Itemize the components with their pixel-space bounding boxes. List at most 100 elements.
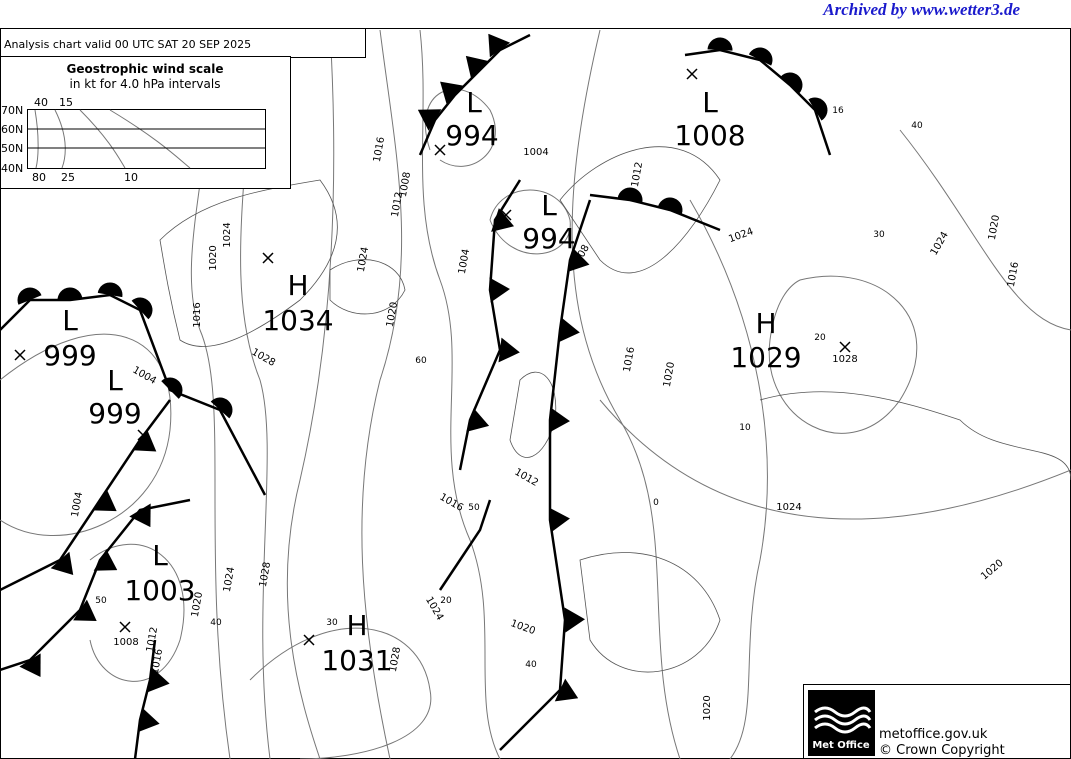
wind-scale-grid — [27, 109, 266, 169]
header-box — [0, 28, 366, 58]
latitude-label: 40N — [1, 162, 23, 175]
latitude-line-label: 50 — [95, 596, 107, 606]
cold-front — [417, 33, 531, 156]
centre-cross — [686, 68, 698, 80]
centre-value: 999 — [43, 339, 96, 372]
coastlines — [159, 146, 1071, 673]
isobar-label: 1016 — [372, 136, 387, 163]
header: Analysis chart valid 00 UTC SAT 20 SEP 2… — [4, 38, 251, 51]
latitude-line-label: 50 — [468, 503, 480, 513]
centre-cross — [137, 429, 149, 441]
fronts — [0, 33, 832, 759]
isobar-label: 1024 — [727, 226, 755, 245]
centre-cross — [119, 621, 131, 633]
isobar-label: 1020 — [987, 214, 1002, 241]
latitude-line-label: 20 — [440, 596, 452, 606]
isobar — [249, 627, 432, 759]
centre-type: L — [702, 86, 718, 119]
centre-cross — [14, 349, 26, 361]
isobar-label: 1016 — [1006, 261, 1021, 288]
isobar — [768, 275, 918, 434]
isobar — [419, 29, 501, 759]
isobar-label: 1024 — [222, 222, 233, 247]
isobar-label: 1024 — [929, 230, 951, 258]
scandinavia — [559, 146, 721, 274]
centre-cross — [500, 209, 512, 221]
isobar-label: 1016 — [437, 492, 465, 514]
site: metoffice.gov.uk — [879, 727, 988, 742]
isobar-label: 1028 — [258, 561, 273, 588]
centre-cross — [262, 252, 274, 264]
centre-value: 1031 — [321, 644, 392, 677]
centre-type: L — [152, 539, 168, 572]
isobar-label: 1020 — [208, 245, 219, 270]
latitude-line-label: 40 — [210, 618, 222, 628]
coast-europe — [759, 391, 1071, 481]
scale-bottom-tick: 25 — [61, 171, 75, 184]
wind-scale-curves — [34, 109, 191, 169]
warm-front — [684, 37, 832, 156]
isobar-label: 1016 — [622, 346, 637, 373]
isobar-label: 1020 — [662, 361, 677, 388]
centre-value: 1029 — [730, 341, 801, 374]
centre-cross — [434, 144, 446, 156]
latitude-label: 70N — [1, 104, 23, 117]
isobar-label: 1008 — [113, 637, 138, 648]
isobar-label: 1004 — [457, 248, 472, 275]
cold-front — [0, 498, 191, 678]
archive-note: Archived by www.wetter3.de — [822, 0, 1020, 19]
copyright: © Crown Copyright — [879, 743, 1005, 758]
latitude-line-label: 0 — [653, 498, 659, 508]
centre-value: 1003 — [124, 574, 195, 607]
isobar — [89, 543, 185, 682]
isobar-label: 1020 — [190, 591, 205, 618]
scale-bottom-tick: 80 — [32, 171, 46, 184]
isobar-label: 1012 — [512, 467, 540, 489]
isobar — [571, 29, 681, 759]
wind-scale-title: Geostrophic wind scale — [67, 62, 224, 76]
cold-front — [0, 399, 171, 592]
centre-type: H — [346, 609, 367, 642]
logo-text: Met Office — [812, 740, 870, 751]
isobar — [361, 29, 403, 759]
logo-waves — [814, 706, 872, 734]
isobar-label: 1016 — [192, 302, 203, 327]
isobar-label: 1020 — [979, 558, 1006, 583]
isobar — [599, 399, 1071, 520]
latitude-line-label: 40 — [911, 121, 923, 131]
latitude-line-label: 30 — [873, 230, 885, 240]
centre-value: 994 — [522, 222, 575, 255]
isobar-label: 1028 — [832, 354, 857, 365]
isobar-label: 1020 — [509, 618, 537, 637]
iberia — [579, 552, 721, 673]
isobar — [899, 129, 1071, 331]
isobar-label: 1024 — [356, 246, 371, 273]
isobar-label: 1028 — [249, 347, 277, 369]
scale-top-tick: 40 — [34, 96, 48, 109]
latitude-label: 60N — [1, 123, 23, 136]
scale-curve — [34, 109, 191, 169]
isobar-label: 1028 — [388, 646, 403, 673]
wind-scale-box — [0, 56, 291, 189]
cold-front — [458, 179, 522, 471]
centre-type: L — [466, 86, 482, 119]
cold-front — [499, 199, 592, 751]
cold-front — [133, 639, 170, 759]
isobar-label: 1004 — [70, 491, 85, 518]
centre-type: L — [541, 189, 557, 222]
latitude-label: 50N — [1, 142, 23, 155]
centre-type: H — [755, 307, 776, 340]
latitude-line-label: 10 — [739, 423, 751, 433]
warm-front — [0, 282, 267, 496]
isobar — [286, 29, 335, 759]
isobar-label: 1024 — [222, 566, 237, 593]
isobar-label: 1024 — [776, 502, 801, 513]
centre-value: 994 — [445, 119, 498, 152]
isobar-label: 1016 — [150, 648, 165, 675]
centre-cross — [839, 341, 851, 353]
centre-value: 999 — [88, 397, 141, 430]
latitude-line-label: 20 — [814, 333, 826, 343]
iceland — [329, 259, 406, 315]
